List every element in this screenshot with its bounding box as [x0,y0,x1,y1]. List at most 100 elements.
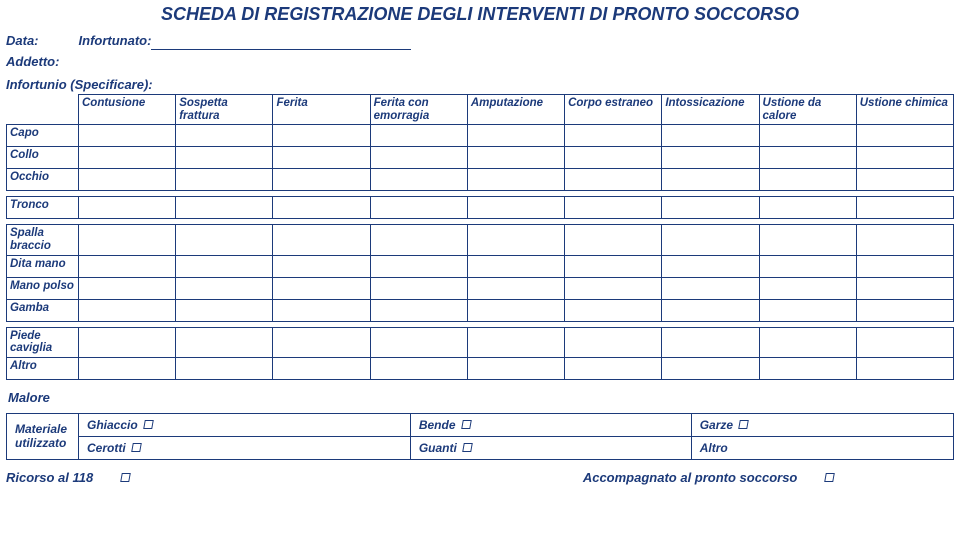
grid-cell[interactable] [79,225,176,255]
grid-cell[interactable] [856,225,953,255]
grid-cell[interactable] [467,277,564,299]
checkbox-icon[interactable] [738,420,749,429]
grid-cell[interactable] [662,197,759,219]
grid-cell[interactable] [759,147,856,169]
grid-cell[interactable] [176,327,273,357]
grid-cell[interactable] [176,147,273,169]
grid-cell[interactable] [662,357,759,379]
grid-cell[interactable] [662,147,759,169]
grid-cell[interactable] [467,225,564,255]
grid-cell[interactable] [759,255,856,277]
grid-cell[interactable] [662,255,759,277]
grid-cell[interactable] [79,357,176,379]
grid-cell[interactable] [176,255,273,277]
grid-cell[interactable] [467,169,564,191]
grid-cell[interactable] [467,299,564,321]
grid-cell[interactable] [370,255,467,277]
checkbox-icon[interactable] [462,443,473,452]
grid-cell[interactable] [856,357,953,379]
grid-cell[interactable] [759,299,856,321]
grid-cell[interactable] [565,125,662,147]
grid-cell[interactable] [273,327,370,357]
grid-cell[interactable] [467,147,564,169]
grid-cell[interactable] [565,255,662,277]
grid-cell[interactable] [370,197,467,219]
grid-cell[interactable] [565,327,662,357]
grid-cell[interactable] [370,147,467,169]
checkbox-icon[interactable] [461,420,472,429]
grid-cell[interactable] [176,357,273,379]
grid-cell[interactable] [273,225,370,255]
grid-cell[interactable] [856,327,953,357]
grid-cell[interactable] [370,327,467,357]
grid-cell[interactable] [662,327,759,357]
grid-cell[interactable] [79,277,176,299]
grid-cell[interactable] [565,277,662,299]
grid-cell[interactable] [176,169,273,191]
checkbox-icon[interactable] [824,473,835,482]
grid-cell[interactable] [565,147,662,169]
grid-cell[interactable] [565,299,662,321]
grid-cell[interactable] [370,277,467,299]
grid-cell[interactable] [856,255,953,277]
grid-cell[interactable] [176,225,273,255]
grid-cell[interactable] [273,169,370,191]
grid-cell[interactable] [759,169,856,191]
grid-cell[interactable] [79,125,176,147]
infortunato-label: Infortunato: [79,33,152,50]
grid-cell[interactable] [467,125,564,147]
grid-cell[interactable] [176,299,273,321]
grid-cell[interactable] [565,197,662,219]
grid-cell[interactable] [370,299,467,321]
grid-cell[interactable] [856,169,953,191]
grid-cell[interactable] [79,197,176,219]
grid-cell[interactable] [759,225,856,255]
grid-cell[interactable] [273,357,370,379]
grid-cell[interactable] [273,277,370,299]
checkbox-icon[interactable] [131,443,142,452]
grid-cell[interactable] [79,169,176,191]
grid-cell[interactable] [273,125,370,147]
grid-cell[interactable] [370,169,467,191]
grid-cell[interactable] [176,277,273,299]
grid-cell[interactable] [467,255,564,277]
row-header: Piede caviglia [7,327,79,357]
grid-cell[interactable] [856,197,953,219]
grid-cell[interactable] [176,197,273,219]
row-header: Capo [7,125,79,147]
grid-cell[interactable] [273,147,370,169]
grid-cell[interactable] [79,327,176,357]
grid-cell[interactable] [662,169,759,191]
grid-cell[interactable] [467,327,564,357]
grid-cell[interactable] [662,299,759,321]
grid-cell[interactable] [370,357,467,379]
grid-cell[interactable] [370,225,467,255]
grid-cell[interactable] [370,125,467,147]
grid-cell[interactable] [759,197,856,219]
grid-cell[interactable] [662,277,759,299]
grid-cell[interactable] [856,277,953,299]
grid-cell[interactable] [467,357,564,379]
grid-cell[interactable] [273,299,370,321]
grid-cell[interactable] [759,277,856,299]
grid-cell[interactable] [79,255,176,277]
grid-cell[interactable] [79,147,176,169]
grid-cell[interactable] [79,299,176,321]
grid-cell[interactable] [856,147,953,169]
checkbox-icon[interactable] [143,420,154,429]
checkbox-icon[interactable] [120,473,131,482]
grid-cell[interactable] [759,125,856,147]
grid-cell[interactable] [467,197,564,219]
grid-cell[interactable] [856,299,953,321]
grid-cell[interactable] [273,255,370,277]
grid-cell[interactable] [662,125,759,147]
grid-cell[interactable] [273,197,370,219]
grid-cell[interactable] [176,125,273,147]
grid-cell[interactable] [856,125,953,147]
grid-cell[interactable] [565,357,662,379]
grid-cell[interactable] [565,169,662,191]
grid-cell[interactable] [759,357,856,379]
grid-cell[interactable] [759,327,856,357]
grid-cell[interactable] [662,225,759,255]
grid-cell[interactable] [565,225,662,255]
